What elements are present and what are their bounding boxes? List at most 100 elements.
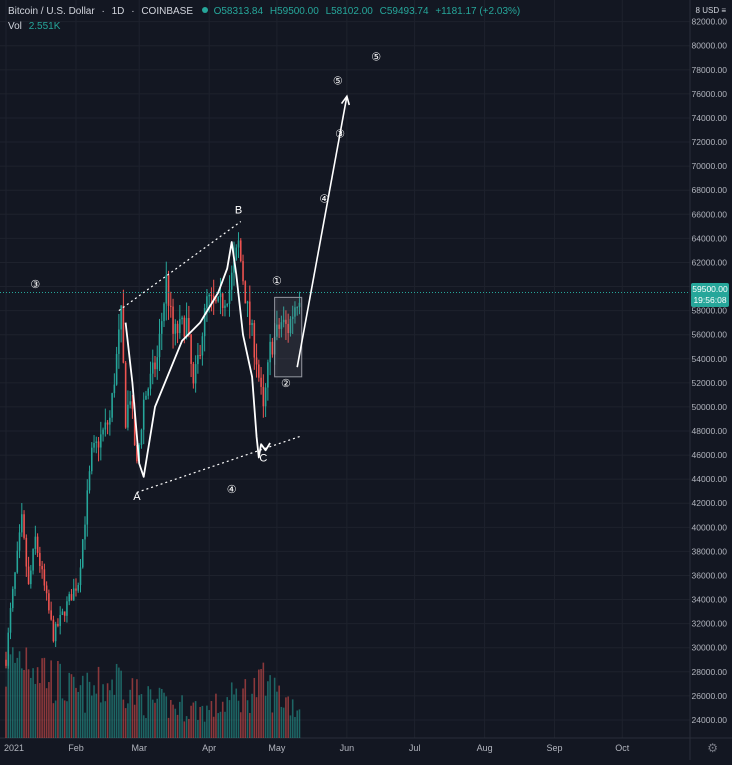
- ohlc-open: O58313.84: [213, 6, 264, 17]
- volume-bar: [88, 681, 91, 738]
- y-tick-label: 32000.00: [692, 619, 728, 629]
- candle-body: [34, 536, 37, 549]
- ohlc-high: H59500.00: [269, 6, 319, 17]
- volume-bar: [230, 682, 233, 738]
- candle-body: [45, 585, 48, 594]
- candle-body: [244, 281, 247, 304]
- y-tick-label: 64000.00: [692, 233, 728, 243]
- candle-body: [246, 301, 249, 304]
- volume-bar: [237, 700, 240, 738]
- abc-correction-curve[interactable]: [124, 241, 271, 478]
- candles[interactable]: [5, 232, 301, 669]
- gear-icon[interactable]: ⚙: [707, 741, 718, 755]
- volume-bar: [251, 693, 253, 738]
- point-label-a[interactable]: A: [133, 491, 141, 503]
- candle-body: [39, 552, 41, 567]
- candle-body: [267, 362, 269, 388]
- volume-bar: [185, 716, 188, 738]
- wave-label[interactable]: ③: [335, 129, 345, 141]
- upper-channel-line[interactable]: [118, 221, 242, 312]
- y-tick-label: 30000.00: [692, 643, 728, 653]
- symbol-name[interactable]: Bitcoin / U.S. Dollar: [8, 6, 95, 17]
- volume-bar: [147, 686, 150, 738]
- volume-bar: [249, 712, 251, 738]
- volume-bar: [181, 695, 183, 738]
- candle-body: [41, 566, 43, 570]
- x-tick-label: Jun: [340, 743, 355, 753]
- candle-body: [197, 354, 199, 365]
- candle-body: [239, 240, 242, 262]
- candle-body: [79, 567, 82, 585]
- volume-bar: [267, 681, 269, 738]
- x-tick-label: 2021: [4, 743, 24, 753]
- candle-body: [90, 447, 93, 472]
- x-axis[interactable]: 2021 Feb Mar Apr May Jun Jul Aug Sep Oct: [4, 743, 630, 753]
- volume-bar: [122, 699, 125, 738]
- candle-body: [167, 275, 170, 306]
- candle-body: [172, 306, 174, 334]
- volume-bar: [142, 715, 145, 738]
- volume-bar: [206, 705, 208, 738]
- wave-label[interactable]: ①: [272, 276, 282, 288]
- x-tick-label: Feb: [68, 743, 84, 753]
- volume-bar: [45, 688, 48, 738]
- y-tick-label: 80000.00: [692, 41, 728, 51]
- candle-body: [133, 408, 136, 446]
- candle-body: [30, 570, 32, 585]
- point-label-b[interactable]: B: [235, 204, 242, 216]
- volume-bar: [210, 701, 213, 738]
- drawings[interactable]: A B C ③ ④ ① ② ③ ④ ⑤ ⑤: [30, 52, 381, 503]
- point-label-c[interactable]: C: [259, 452, 267, 464]
- candle-body: [185, 318, 188, 337]
- candle-body: [208, 294, 210, 297]
- volume-value: 2.551K: [28, 21, 61, 32]
- candle-body: [251, 323, 253, 325]
- volume-bar: [133, 704, 136, 738]
- wave-label[interactable]: ⑤: [371, 52, 381, 64]
- volume-bar: [66, 701, 68, 738]
- candle-body: [122, 305, 125, 363]
- x-tick-label: May: [268, 743, 286, 753]
- volume-bar: [201, 705, 204, 738]
- volume-bar: [84, 712, 86, 738]
- candle-body: [188, 318, 190, 335]
- y-tick-label: 52000.00: [692, 378, 728, 388]
- wave-label[interactable]: ④: [319, 194, 329, 206]
- wave-label[interactable]: ④: [227, 484, 237, 496]
- wave-label[interactable]: ③: [30, 279, 40, 291]
- volume-bar: [63, 700, 66, 738]
- candle-body: [260, 377, 262, 387]
- y-tick-label: 50000.00: [692, 402, 728, 412]
- candle-body: [278, 324, 280, 329]
- candle-body: [16, 550, 19, 573]
- volume-bar: [23, 669, 25, 738]
- candle-body: [190, 334, 192, 364]
- volume-bar: [212, 716, 215, 738]
- interval-label[interactable]: 1D: [111, 6, 125, 17]
- y-axis[interactable]: 24000.00 26000.00 28000.00 30000.00 32000.00…: [692, 17, 728, 725]
- candle-body: [70, 594, 73, 601]
- candle-body: [174, 323, 177, 334]
- y-tick-label: 26000.00: [692, 691, 728, 701]
- candle-body: [242, 261, 244, 282]
- wave-label[interactable]: ⑤: [333, 76, 343, 88]
- wave-label[interactable]: ②: [281, 378, 291, 390]
- y-tick-label: 82000.00: [692, 17, 728, 27]
- volume-bar: [192, 702, 195, 738]
- candle-body: [269, 341, 271, 363]
- volume-bar: [18, 651, 21, 738]
- volume-bar: [77, 691, 80, 738]
- candle-body: [212, 295, 215, 300]
- candle-body: [179, 319, 181, 334]
- projection-arrow[interactable]: [296, 96, 348, 368]
- currency-label[interactable]: 8 USD ≡: [696, 6, 726, 15]
- candle-body: [120, 305, 122, 330]
- volume-legend[interactable]: Vol 2.551K: [8, 21, 60, 32]
- candle-body: [11, 588, 14, 609]
- candle-body: [102, 429, 104, 435]
- candle-body: [296, 307, 298, 309]
- candle-body: [88, 471, 91, 491]
- lower-channel-line[interactable]: [136, 435, 302, 493]
